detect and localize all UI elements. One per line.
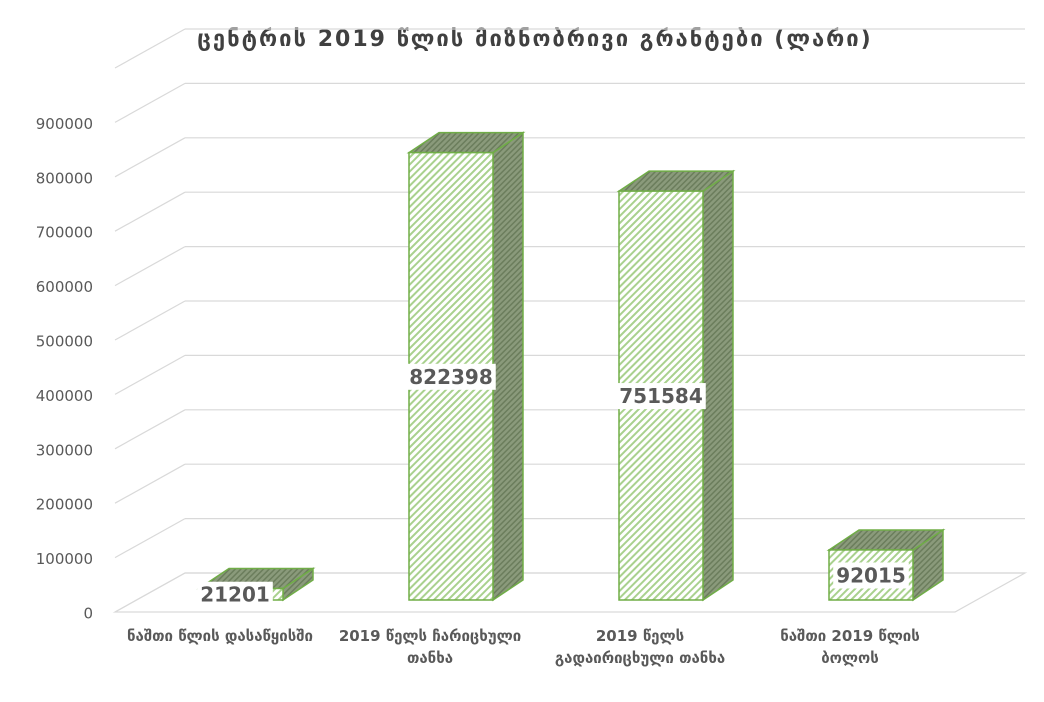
y-tick-label: 800000 bbox=[36, 169, 93, 187]
grid-line bbox=[114, 409, 186, 450]
x-tick-label: 2019 წელს ჩარიცხული თანხა bbox=[338, 627, 522, 667]
value-label: 21201 bbox=[200, 583, 270, 607]
x-tick-label: 2019 წელს გადაირიცხული თანხა bbox=[554, 627, 726, 667]
grid-line bbox=[114, 137, 186, 178]
value-label-bg bbox=[406, 363, 496, 390]
y-tick-label: 700000 bbox=[36, 224, 93, 242]
grid-line bbox=[114, 463, 186, 504]
bar-side bbox=[492, 131, 524, 602]
x-tick-label: ნაშთი 2019 წლის ბოლოს bbox=[780, 627, 920, 667]
grid-line bbox=[114, 191, 186, 232]
value-label: 822398 bbox=[409, 365, 493, 389]
value-label-bg bbox=[616, 383, 706, 410]
y-tick-label: 400000 bbox=[36, 387, 93, 405]
value-label-bg bbox=[833, 562, 909, 589]
grid-line bbox=[114, 300, 186, 341]
grid-line bbox=[114, 354, 186, 395]
chart-title: ცენტრის 2019 წლის მიზნობრივი გრანტები (ლ… bbox=[197, 27, 873, 52]
grid-line bbox=[114, 28, 186, 69]
grid-line bbox=[114, 82, 186, 123]
x-tick-label: ნაშთი წლის დასაწყისში bbox=[127, 627, 313, 645]
bar-side bbox=[702, 169, 734, 602]
grid-line bbox=[114, 518, 186, 559]
y-tick-label: 500000 bbox=[36, 333, 93, 351]
y-tick-label: 600000 bbox=[36, 278, 93, 296]
y-tick-label: 300000 bbox=[36, 441, 93, 459]
y-tick-label: 0 bbox=[83, 605, 93, 623]
y-tick-label: 100000 bbox=[36, 550, 93, 568]
value-label: 751584 bbox=[619, 384, 703, 408]
value-label: 92015 bbox=[836, 563, 906, 587]
y-tick-label: 200000 bbox=[36, 496, 93, 514]
grid-line bbox=[114, 246, 186, 287]
floor bbox=[112, 572, 1028, 613]
value-label-bg bbox=[197, 581, 273, 608]
y-tick-label: 900000 bbox=[36, 115, 93, 133]
